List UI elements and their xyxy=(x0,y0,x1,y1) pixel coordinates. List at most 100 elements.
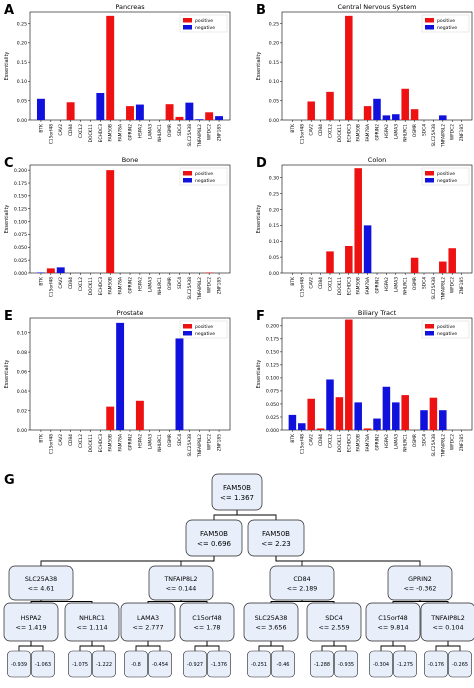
bar-negative xyxy=(215,116,224,120)
tree-leaf-box xyxy=(92,650,116,678)
x-tick-label: OSMR xyxy=(167,124,173,137)
x-tick-label: FAM50B xyxy=(108,434,114,452)
x-tick-label: SDC4 xyxy=(177,277,183,289)
bar-positive xyxy=(307,398,315,430)
x-tick-label: CD84 xyxy=(318,277,324,289)
panel-letter: E xyxy=(4,309,13,324)
x-tick-label: NHLRC1 xyxy=(403,434,409,452)
x-tick-label: SLC25A38 xyxy=(431,434,437,457)
x-tick-label: SLC25A38 xyxy=(187,124,193,147)
legend-label: positive xyxy=(437,18,455,24)
x-tick-label: NHLRC1 xyxy=(403,124,409,142)
bar-negative xyxy=(116,322,125,430)
x-tick-label: SDC4 xyxy=(422,434,428,446)
legend-swatch xyxy=(183,178,192,183)
bar-positive xyxy=(66,102,75,120)
tree-edge xyxy=(392,641,406,651)
tree-node-box xyxy=(306,602,362,642)
bar-positive xyxy=(106,406,115,430)
bar-negative xyxy=(373,98,381,120)
y-tick-label: 0.025 xyxy=(14,258,27,264)
y-tick-label: 0.02 xyxy=(17,408,27,414)
legend-label: positive xyxy=(195,18,213,24)
x-tick-label: DOCK11 xyxy=(88,124,94,143)
legend-swatch xyxy=(425,18,434,23)
tree-node-feature: FAM50B xyxy=(223,484,251,492)
x-tick-label: NHLRC1 xyxy=(403,277,409,295)
bar-negative xyxy=(392,114,400,120)
y-tick-label: 0.200 xyxy=(266,324,279,330)
tree-leaf-value: -0.454 xyxy=(152,662,168,668)
y-tick-label: 0.05 xyxy=(17,99,27,105)
tree-node-box xyxy=(247,519,305,557)
tree-node-box xyxy=(120,602,176,642)
tree-leaf-value: -0.8 xyxy=(131,662,141,668)
bar-negative xyxy=(36,98,45,120)
tree-edge xyxy=(392,600,421,603)
tree-leaf: -0.304 xyxy=(369,650,393,678)
tree-leaf-box xyxy=(148,650,172,678)
tree-edge xyxy=(30,641,44,651)
y-tick-label: 0.20 xyxy=(269,207,279,213)
tree-edge xyxy=(18,641,32,651)
x-tick-label: GPRIN2 xyxy=(128,434,134,451)
x-tick-label: WFDC2 xyxy=(450,434,456,450)
x-tick-label: FAM78A xyxy=(365,434,371,452)
x-tick-label: DOCK11 xyxy=(337,124,343,143)
x-tick-label: WFDC2 xyxy=(207,277,213,293)
x-tick-label: CD84 xyxy=(68,434,74,446)
x-tick-label: FAM78A xyxy=(118,434,124,452)
tree-node-rule: <= 1.114 xyxy=(76,623,107,631)
legend-label: positive xyxy=(195,324,213,330)
bar-positive xyxy=(165,104,174,120)
x-tick-label: HSPA2 xyxy=(384,434,390,448)
legend-label: negative xyxy=(437,178,457,184)
tree-leaf: -1.075 xyxy=(68,650,92,678)
bar-positive xyxy=(345,246,353,273)
x-tick-label: ECHDC3 xyxy=(98,434,104,453)
bar-negative xyxy=(382,386,391,430)
x-tick-label: TNFAIP8L2 xyxy=(197,277,203,301)
tree-node-box xyxy=(185,519,243,557)
legend-label: negative xyxy=(437,25,457,31)
y-tick-label: 0.10 xyxy=(17,79,27,85)
y-tick-label: 0.08 xyxy=(17,350,27,356)
x-tick-label: LAMA3 xyxy=(393,277,399,292)
y-tick-label: 0.150 xyxy=(14,194,27,200)
x-tick-label: CXCL2 xyxy=(78,277,84,291)
y-tick-label: 0.05 xyxy=(269,99,279,105)
y-tick-label: 0.000 xyxy=(266,428,279,434)
tree-node: LAMA3<= 2.777 xyxy=(120,602,176,642)
y-tick-label: 0.20 xyxy=(17,41,27,47)
tree-node-feature: TNFAIP8L2 xyxy=(430,614,465,622)
x-tick-label: WFDC2 xyxy=(450,124,456,140)
x-tick-label: FAM78A xyxy=(118,124,124,142)
chart-panel-a: A Pancreas 0.00 0.05 0.10 0.15 0.20 0.25 Essenti… xyxy=(4,3,231,148)
y-tick-label: 0.00 xyxy=(17,428,27,434)
tree-node-box xyxy=(8,565,74,601)
tree-leaf-value: -0.939 xyxy=(11,662,27,668)
tree-node-feature: SLC25A38 xyxy=(25,576,57,583)
bar-positive xyxy=(363,428,372,430)
tree-edge xyxy=(30,600,42,603)
x-tick-label: FAM50B xyxy=(108,124,114,142)
panel-letter: C xyxy=(4,156,14,171)
tree-node-rule: <= 3.656 xyxy=(255,623,286,631)
tree-edge xyxy=(380,641,394,651)
legend-label: negative xyxy=(195,25,215,31)
x-tick-label: FAM50B xyxy=(356,434,362,452)
tree-leaf: -1.275 xyxy=(393,650,417,678)
tree-edge xyxy=(321,641,335,651)
bar-positive xyxy=(307,101,315,120)
bar-positive xyxy=(106,170,115,273)
x-tick-label: OSMR xyxy=(412,124,418,137)
tree-leaf: -0.265 xyxy=(448,650,472,678)
tree-node: SDC4<= 2.559 xyxy=(306,602,362,642)
y-axis-label: Essentiality xyxy=(4,360,10,389)
bar-positive xyxy=(345,15,353,121)
bar-positive xyxy=(326,251,334,273)
panel-letter: B xyxy=(256,3,266,18)
tree-node: FAM50B <= 2.23 xyxy=(247,519,305,557)
x-tick-label: FAM78A xyxy=(365,124,371,142)
